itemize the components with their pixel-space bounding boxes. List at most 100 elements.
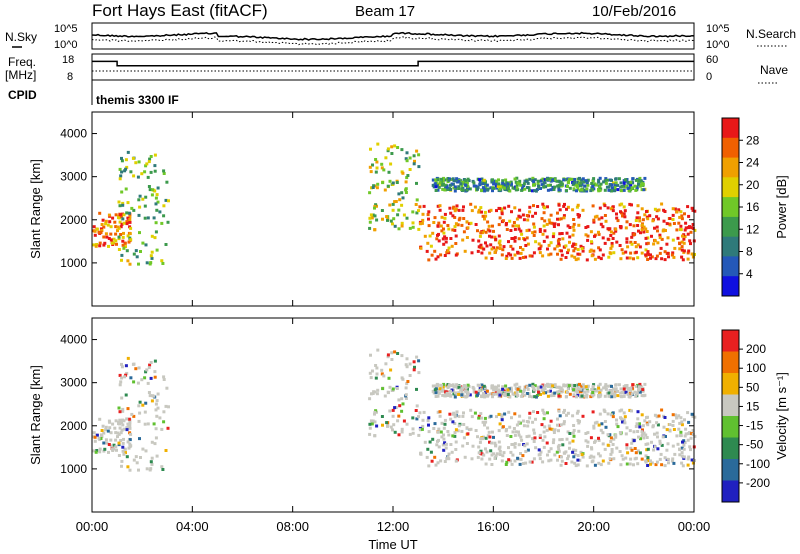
velocity-cell — [497, 440, 501, 444]
power-cell — [537, 184, 540, 188]
power-cell — [528, 254, 532, 258]
velocity-cell — [510, 416, 513, 420]
velocity-cell — [129, 376, 133, 380]
velocity-cell — [619, 416, 622, 420]
power-cell — [559, 217, 563, 221]
velocity-cell — [477, 451, 481, 455]
velocity-cell — [418, 428, 422, 432]
velocity-cell — [419, 452, 423, 456]
velocity-cell — [397, 433, 401, 437]
power-cell — [447, 227, 451, 231]
power-cell — [160, 259, 164, 263]
power-cell — [532, 225, 536, 229]
power-cell — [436, 224, 440, 228]
power-cell — [449, 237, 453, 240]
power-cell — [623, 209, 627, 213]
velocity-cell — [368, 371, 372, 375]
velocity-cell — [99, 437, 103, 440]
power-cell — [594, 183, 598, 187]
velocity-cell — [616, 425, 620, 429]
velocity-cell — [154, 408, 158, 412]
power-cell — [457, 179, 461, 183]
power-cell — [381, 181, 385, 185]
power-cell — [373, 228, 377, 232]
velocity-cell — [540, 423, 544, 427]
velocity-cell — [636, 430, 640, 433]
power-cell — [398, 198, 402, 202]
velocity-cell — [556, 458, 559, 462]
velocity-cell — [445, 391, 449, 395]
power-cell — [117, 216, 120, 220]
power-cell — [666, 236, 670, 240]
velocity-cell — [501, 387, 505, 391]
power-cell — [121, 217, 125, 221]
velocity-cell — [593, 421, 597, 425]
velocity-cell — [597, 452, 601, 456]
power-cell — [128, 218, 132, 221]
power-cell — [478, 183, 482, 187]
velocity-cell — [515, 423, 519, 427]
power-cell — [443, 254, 447, 257]
power-cell — [573, 183, 577, 187]
velocity-cell — [477, 416, 481, 420]
velocity-cell — [652, 448, 656, 452]
power-cell — [480, 177, 484, 181]
power-cell — [123, 241, 127, 245]
power-cell — [515, 183, 519, 187]
velocity-cell — [624, 456, 628, 460]
velocity-cell — [392, 423, 396, 427]
power-cell — [579, 181, 583, 185]
velocity-cell — [480, 383, 484, 387]
power-cell — [436, 188, 440, 192]
velocity-cell — [585, 464, 589, 468]
power-cell — [390, 145, 394, 149]
freq-line — [92, 60, 694, 67]
velocity-cell — [440, 421, 444, 425]
power-cell — [558, 217, 562, 221]
power-cell — [453, 216, 457, 219]
power-cell — [139, 250, 142, 253]
noise-left-tick-top: 10^5 — [54, 23, 78, 35]
power-cell — [501, 219, 505, 223]
power-cell — [572, 228, 576, 232]
velocity-cell — [437, 427, 441, 431]
velocity-cell — [682, 455, 686, 459]
velocity-cell — [612, 395, 616, 399]
power-cell — [477, 239, 481, 243]
velocity-cell — [521, 419, 525, 423]
velocity-cell — [412, 368, 416, 372]
power-cell — [690, 206, 694, 210]
power-cell — [120, 222, 124, 226]
velocity-cell — [511, 453, 515, 457]
velocity-cell — [528, 383, 532, 387]
power-cell — [132, 208, 136, 212]
power-cell — [126, 234, 130, 238]
power-cell — [686, 205, 690, 209]
power-cell — [117, 200, 121, 204]
velocity-cell — [508, 395, 512, 399]
velocity-cell — [423, 440, 427, 444]
velocity-cell — [119, 431, 123, 435]
power-cell — [491, 224, 494, 228]
velocity-cell — [472, 390, 476, 394]
power-cell — [567, 248, 570, 252]
power-cell — [566, 185, 569, 188]
power-cell — [442, 231, 446, 235]
velocity-cell — [686, 411, 690, 415]
velocity-cell — [511, 430, 515, 434]
power-cell — [126, 201, 130, 205]
power-cell — [636, 204, 640, 208]
power-cell — [560, 249, 563, 253]
power-cell — [394, 200, 398, 203]
power-cell — [154, 221, 158, 225]
velocity-cell — [488, 435, 492, 439]
power-cell — [459, 182, 463, 186]
velocity-cell — [513, 383, 517, 387]
power-cell — [585, 189, 589, 193]
velocity-cell — [500, 416, 504, 420]
velocity-cell — [689, 436, 693, 440]
power-cell — [429, 244, 433, 248]
velocity-cell — [457, 414, 461, 418]
x-tick-label: 12:00 — [377, 519, 410, 534]
velocity-cell — [483, 394, 487, 398]
